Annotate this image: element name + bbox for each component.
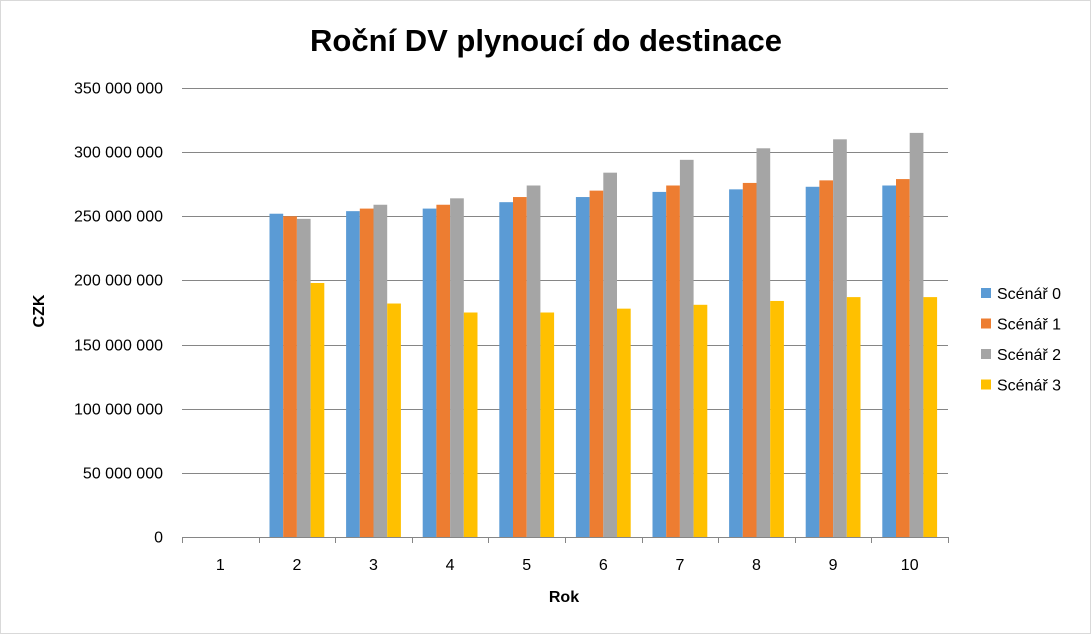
x-tick-label: 10 (901, 557, 919, 574)
x-tick-label: 7 (675, 557, 684, 574)
bar (833, 139, 847, 537)
y-tick-label: 100 000 000 (74, 402, 163, 419)
bar (896, 179, 910, 537)
bar (742, 182, 757, 537)
bar (463, 312, 478, 537)
bar (882, 185, 896, 537)
legend-item: Scénář 2 (981, 347, 1061, 364)
legend-label: Scénář 0 (997, 286, 1061, 303)
bar (499, 202, 513, 538)
x-tick-label: 2 (292, 557, 301, 574)
x-tick-label: 8 (752, 557, 761, 574)
bar (603, 172, 617, 538)
legend-swatch (981, 318, 991, 329)
bar (387, 303, 401, 537)
legend-label: Scénář 2 (997, 347, 1061, 364)
bar (589, 190, 604, 537)
legend-label: Scénář 3 (997, 378, 1061, 395)
bar (422, 208, 437, 537)
x-axis-title: Rok (549, 589, 579, 606)
bar (770, 300, 784, 537)
bar (450, 198, 464, 537)
bar (526, 185, 541, 537)
x-axis (182, 537, 949, 543)
x-tick-label: 6 (599, 557, 608, 574)
bar (666, 185, 680, 537)
bar (575, 197, 590, 538)
legend-item: Scénář 0 (981, 286, 1061, 303)
x-axis-ticks: 1 2 3 4 5 6 7 8 9 10 (216, 557, 919, 574)
y-axis-ticks: 0 50 000 000 100 000 000 150 000 000 200 000… (74, 81, 163, 547)
bar (909, 132, 924, 537)
legend-swatch (981, 349, 991, 359)
y-axis-title: CZK (31, 294, 48, 327)
x-tick-label: 9 (829, 557, 838, 574)
bar (346, 211, 360, 537)
bar (540, 312, 555, 537)
bars (269, 132, 938, 538)
x-tick-label: 4 (446, 557, 455, 574)
bar (296, 218, 311, 537)
legend-swatch (981, 379, 991, 390)
bar (373, 204, 388, 538)
bar (923, 297, 938, 537)
y-tick-label: 300 000 000 (74, 145, 163, 162)
legend-label: Scénář 1 (997, 317, 1061, 334)
bar (283, 216, 297, 538)
legend-item: Scénář 1 (981, 317, 1061, 334)
x-tick-label: 1 (216, 557, 225, 574)
bar (436, 204, 451, 538)
bar (652, 191, 667, 537)
legend-item: Scénář 3 (981, 378, 1061, 395)
legend-swatch (981, 288, 991, 298)
bar (805, 186, 820, 537)
bar (310, 282, 325, 537)
x-tick-label: 3 (369, 557, 378, 574)
y-tick-label: 350 000 000 (74, 81, 163, 98)
legend: Scénář 0 Scénář 1 Scénář 2 Scénář 3 (981, 286, 1061, 395)
bar (756, 148, 771, 538)
x-tick-label: 5 (522, 557, 531, 574)
bar (679, 159, 694, 537)
bar (693, 304, 708, 537)
bar (846, 297, 861, 537)
bar (617, 308, 631, 537)
y-tick-label: 200 000 000 (74, 273, 163, 290)
y-tick-label: 150 000 000 (74, 338, 163, 355)
chart-title: Roční DV plynoucí do destinace (310, 23, 782, 58)
bar (269, 213, 284, 537)
bar (359, 208, 374, 537)
y-tick-label: 50 000 000 (83, 466, 163, 483)
bar (513, 197, 527, 538)
y-tick-label: 250 000 000 (74, 209, 163, 226)
bar (729, 189, 743, 537)
bar (819, 180, 834, 537)
y-tick-label: 0 (154, 530, 163, 547)
